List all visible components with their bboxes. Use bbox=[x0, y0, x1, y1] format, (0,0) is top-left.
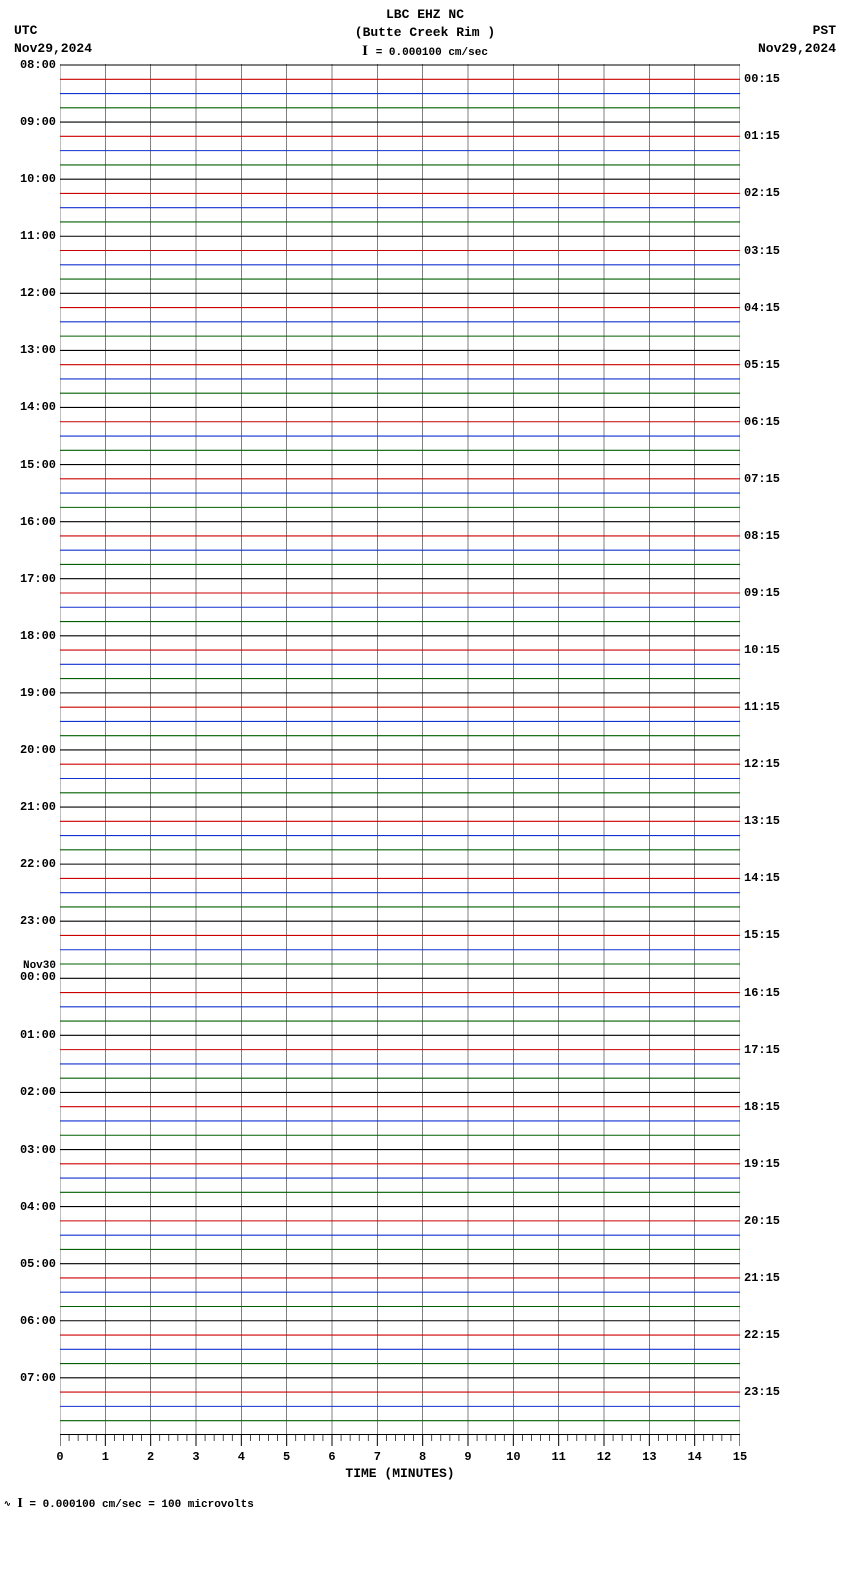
y-right-label: 13:15 bbox=[744, 814, 780, 828]
x-tick-label: 4 bbox=[238, 1450, 245, 1464]
footer-text: = 0.000100 cm/sec = 100 microvolts bbox=[29, 1499, 253, 1511]
station-location: (Butte Creek Rim ) bbox=[0, 24, 850, 42]
y-left-label: 18:00 bbox=[20, 629, 56, 643]
y-right-label: 18:15 bbox=[744, 1100, 780, 1114]
footer-scale: ∿ I = 0.000100 cm/sec = 100 microvolts bbox=[4, 1496, 254, 1512]
y-left-label: 08:00 bbox=[20, 58, 56, 72]
y-left-label: 23:00 bbox=[20, 914, 56, 928]
seismogram-container: LBC EHZ NC (Butte Creek Rim ) I = 0.0001… bbox=[0, 0, 850, 1584]
x-tick-label: 14 bbox=[687, 1450, 701, 1464]
y-right-label: 16:15 bbox=[744, 986, 780, 1000]
y-right-label: 20:15 bbox=[744, 1214, 780, 1228]
x-axis-title: TIME (MINUTES) bbox=[60, 1466, 740, 1481]
x-tick-label: 7 bbox=[374, 1450, 381, 1464]
y-right-label: 10:15 bbox=[744, 643, 780, 657]
x-tick-label: 11 bbox=[551, 1450, 565, 1464]
timezone-left: UTC Nov29,2024 bbox=[14, 22, 92, 57]
y-left-label: 01:00 bbox=[20, 1028, 56, 1042]
tz-right-date: Nov29,2024 bbox=[758, 40, 836, 58]
x-tick-label: 5 bbox=[283, 1450, 290, 1464]
y-right-label: 02:15 bbox=[744, 186, 780, 200]
y-left-label: 07:00 bbox=[20, 1371, 56, 1385]
x-tick-label: 9 bbox=[464, 1450, 471, 1464]
y-left-label: 19:00 bbox=[20, 686, 56, 700]
y-right-label: 09:15 bbox=[744, 586, 780, 600]
x-tick-label: 1 bbox=[102, 1450, 109, 1464]
y-left-label: 22:00 bbox=[20, 857, 56, 871]
x-axis-ticks-svg bbox=[60, 1434, 740, 1450]
x-tick-label: 10 bbox=[506, 1450, 520, 1464]
x-tick-label: 13 bbox=[642, 1450, 656, 1464]
y-right-label: 17:15 bbox=[744, 1043, 780, 1057]
timezone-right: PST Nov29,2024 bbox=[758, 22, 836, 57]
y-right-label: 00:15 bbox=[744, 72, 780, 86]
y-left-label: 20:00 bbox=[20, 743, 56, 757]
y-left-label: 09:00 bbox=[20, 115, 56, 129]
y-right-label: 12:15 bbox=[744, 757, 780, 771]
x-tick-label: 6 bbox=[328, 1450, 335, 1464]
y-right-label: 23:15 bbox=[744, 1385, 780, 1399]
tz-left-date: Nov29,2024 bbox=[14, 40, 92, 58]
y-right-label: 21:15 bbox=[744, 1271, 780, 1285]
y-right-label: 22:15 bbox=[744, 1328, 780, 1342]
x-tick-label: 15 bbox=[733, 1450, 747, 1464]
y-right-label: 14:15 bbox=[744, 871, 780, 885]
seismogram-plot: 08:0009:0010:0011:0012:0013:0014:0015:00… bbox=[60, 64, 740, 1434]
tz-right-label: PST bbox=[758, 22, 836, 40]
x-axis: 0123456789101112131415 TIME (MINUTES) bbox=[60, 1434, 740, 1455]
y-left-label: 04:00 bbox=[20, 1200, 56, 1214]
y-left-label: 06:00 bbox=[20, 1314, 56, 1328]
y-right-label: 07:15 bbox=[744, 472, 780, 486]
y-right-label: 01:15 bbox=[744, 129, 780, 143]
y-right-label: 19:15 bbox=[744, 1157, 780, 1171]
x-tick-label: 8 bbox=[419, 1450, 426, 1464]
y-left-label: 11:00 bbox=[20, 229, 56, 243]
y-left-label: 10:00 bbox=[20, 172, 56, 186]
scale-text: = 0.000100 cm/sec bbox=[376, 47, 488, 59]
y-left-label: 03:00 bbox=[20, 1143, 56, 1157]
y-left-label: Nov3000:00 bbox=[20, 960, 56, 984]
x-tick-label: 2 bbox=[147, 1450, 154, 1464]
y-right-label: 04:15 bbox=[744, 301, 780, 315]
station-code: LBC EHZ NC bbox=[0, 6, 850, 24]
x-tick-label: 12 bbox=[597, 1450, 611, 1464]
x-tick-label: 3 bbox=[192, 1450, 199, 1464]
scale-line: I = 0.000100 cm/sec bbox=[0, 41, 850, 61]
y-right-label: 03:15 bbox=[744, 244, 780, 258]
tz-left-label: UTC bbox=[14, 22, 92, 40]
y-left-label: 13:00 bbox=[20, 343, 56, 357]
y-right-label: 11:15 bbox=[744, 700, 780, 714]
y-left-label: 02:00 bbox=[20, 1085, 56, 1099]
y-left-label: 12:00 bbox=[20, 286, 56, 300]
y-right-label: 05:15 bbox=[744, 358, 780, 372]
y-left-label: 05:00 bbox=[20, 1257, 56, 1271]
plot-svg bbox=[60, 64, 740, 1444]
y-left-label: 16:00 bbox=[20, 515, 56, 529]
y-left-label: 17:00 bbox=[20, 572, 56, 586]
y-right-label: 15:15 bbox=[744, 928, 780, 942]
x-tick-label: 0 bbox=[56, 1450, 63, 1464]
y-right-label: 06:15 bbox=[744, 415, 780, 429]
y-left-label: 21:00 bbox=[20, 800, 56, 814]
y-left-label: 14:00 bbox=[20, 400, 56, 414]
y-right-label: 08:15 bbox=[744, 529, 780, 543]
y-left-label: 15:00 bbox=[20, 458, 56, 472]
header: LBC EHZ NC (Butte Creek Rim ) I = 0.0001… bbox=[0, 6, 850, 61]
